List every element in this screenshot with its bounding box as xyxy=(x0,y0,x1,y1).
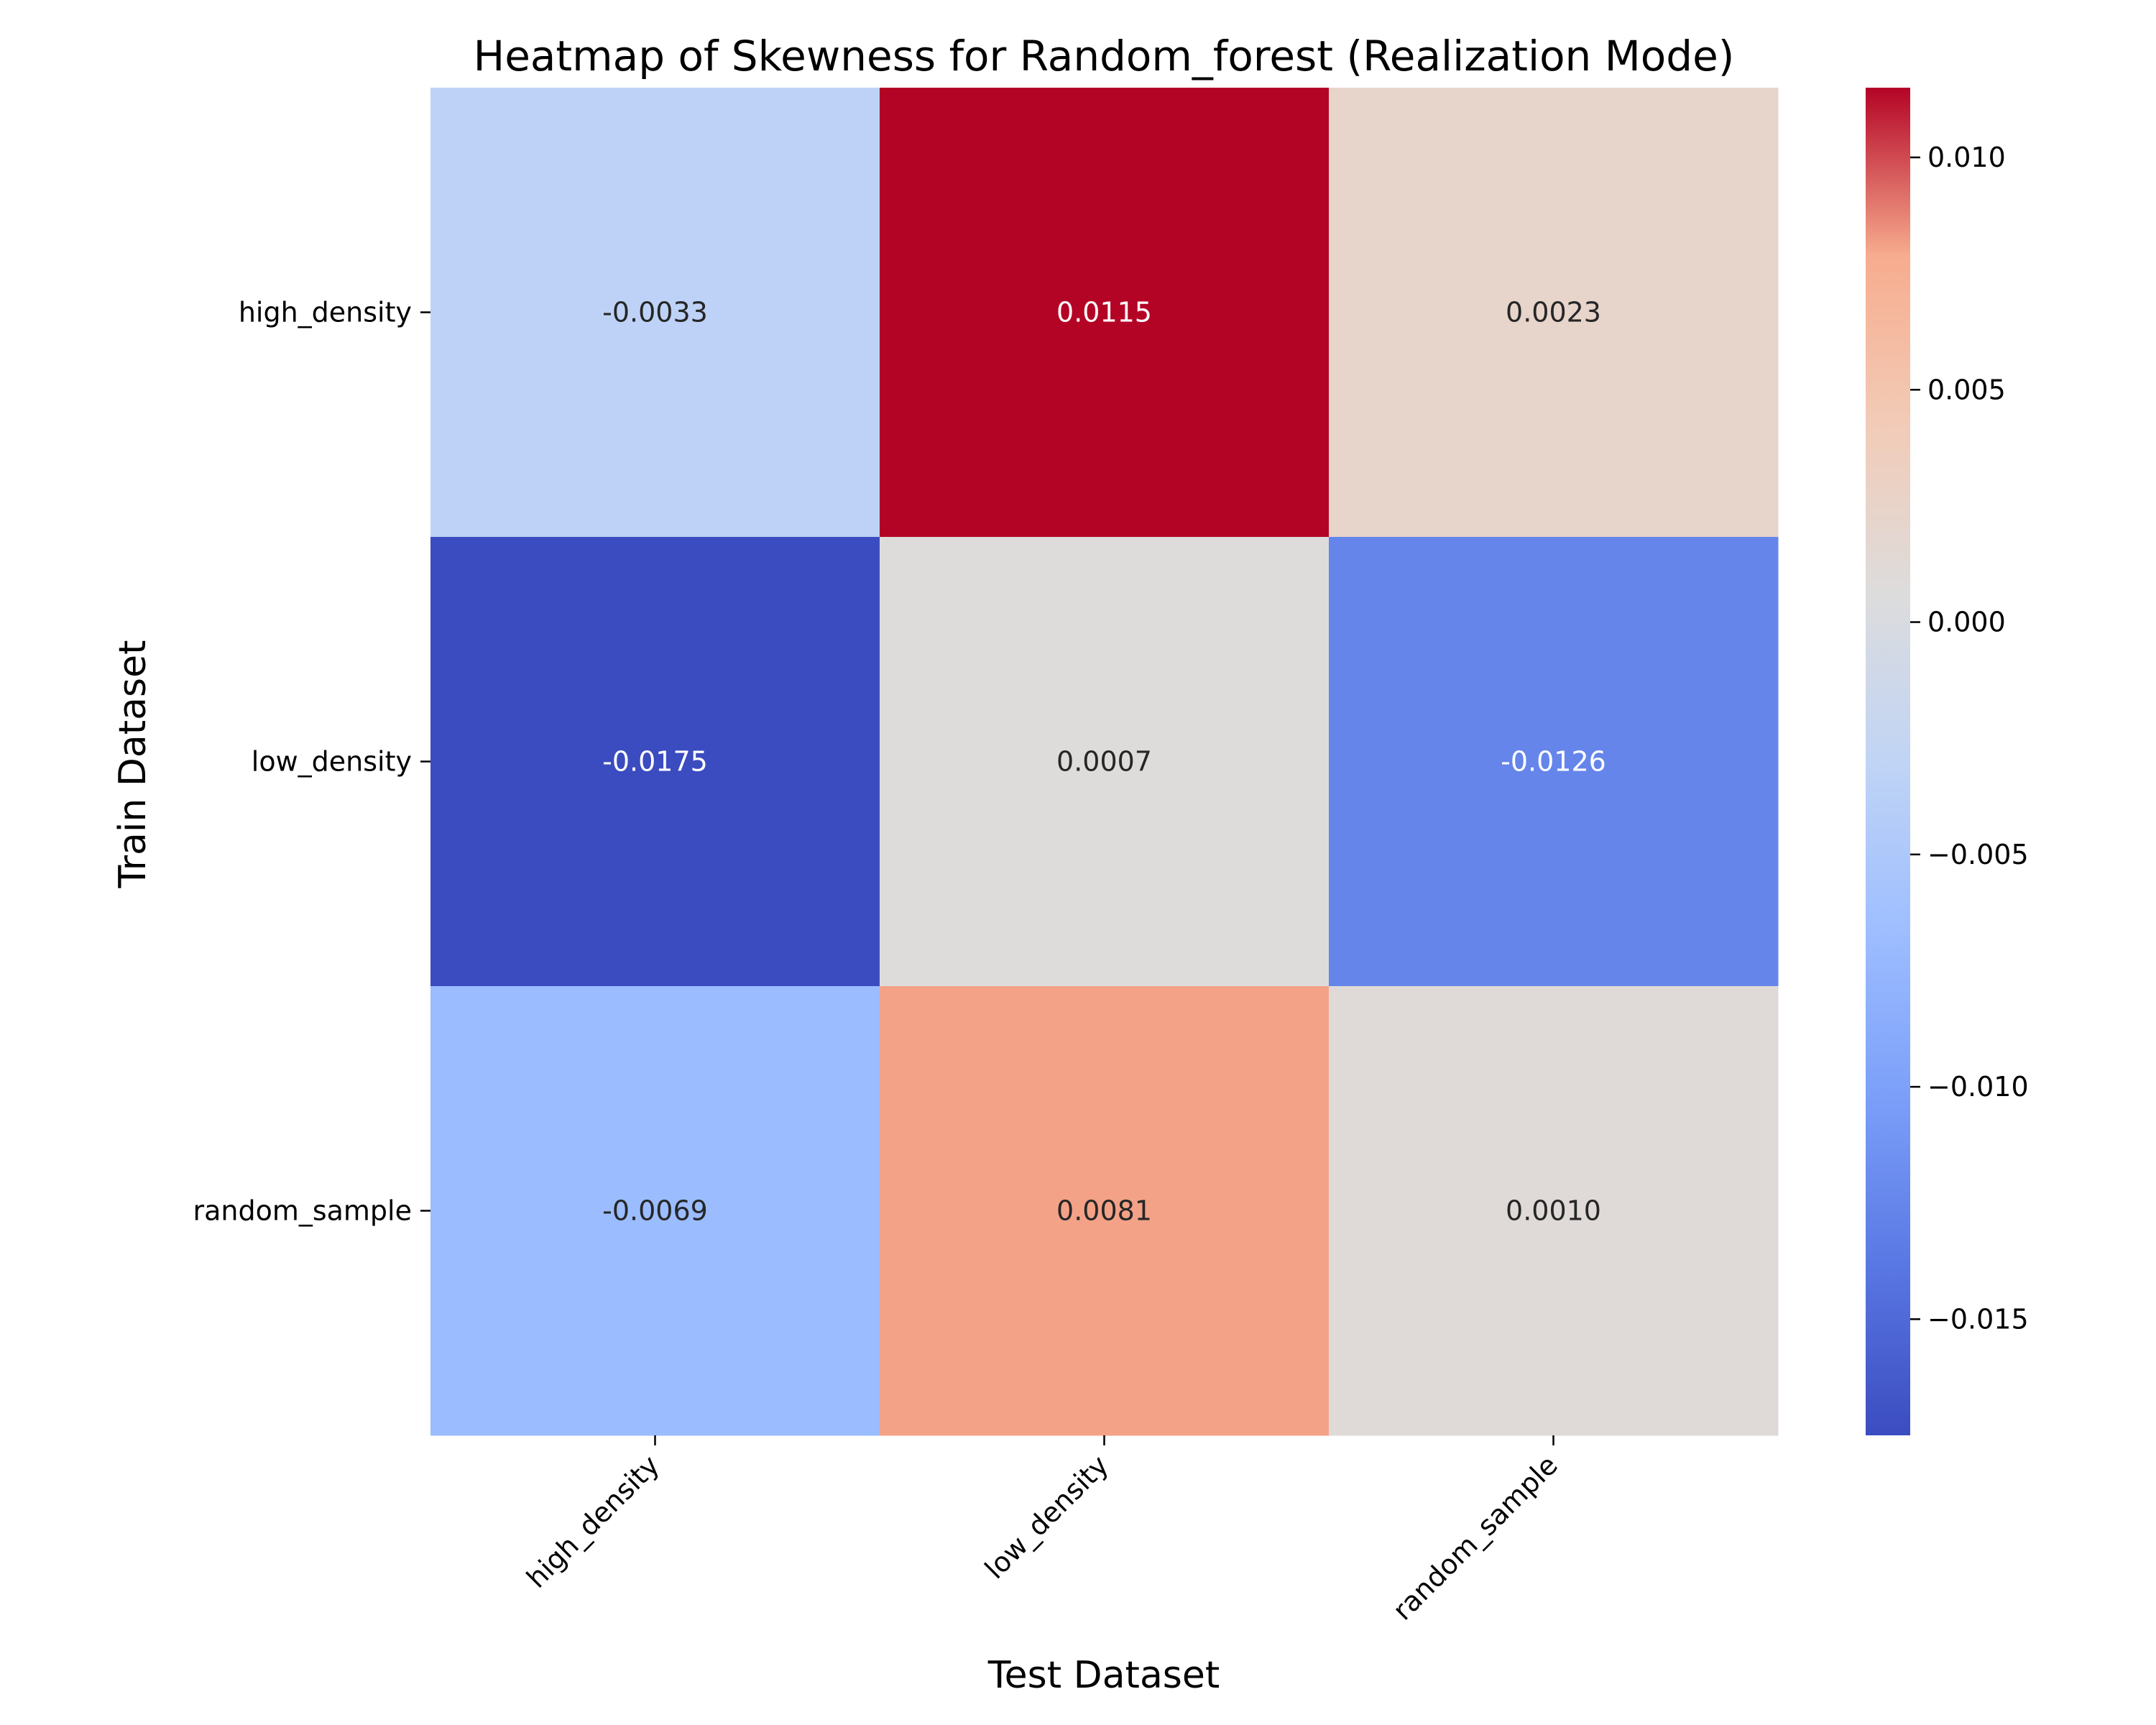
cell-value-label: 0.0010 xyxy=(1506,1195,1601,1227)
x-axis-label: Test Dataset xyxy=(987,1654,1220,1697)
cell-value-label: 0.0007 xyxy=(1056,746,1152,778)
heatmap-cell-labels: -0.0033 0.0115 0.0023 -0.0175 0.0007 -0.0126 -… xyxy=(602,297,1606,1227)
cell-value-label: -0.0126 xyxy=(1501,746,1606,778)
x-tick-label: random_sample xyxy=(1386,1449,1563,1626)
heatmap-cell xyxy=(880,88,1330,538)
heatmap-cell xyxy=(1329,88,1779,538)
cell-value-label: -0.0033 xyxy=(602,297,708,328)
heatmap-cell xyxy=(430,986,880,1436)
cell-value-label: -0.0069 xyxy=(602,1195,708,1227)
cell-value-label: 0.0081 xyxy=(1056,1195,1152,1227)
cell-value-label: -0.0175 xyxy=(602,746,708,778)
heatmap-cell xyxy=(880,986,1330,1436)
colorbar-tick-label: −0.015 xyxy=(1927,1303,2029,1335)
cell-value-label: 0.0023 xyxy=(1506,297,1601,328)
x-tick-label: low_density xyxy=(979,1449,1115,1585)
heatmap-cell xyxy=(430,537,880,987)
colorbar-tick-label: −0.010 xyxy=(1927,1071,2029,1103)
y-tick-label: high_density xyxy=(239,297,412,328)
heatmap-cell xyxy=(880,537,1330,987)
colorbar-tick-label: 0.010 xyxy=(1927,142,2006,173)
x-axis-ticks: high_density low_density random_sample xyxy=(520,1435,1564,1627)
colorbar-ticks: 0.010 0.005 0.000 −0.005 −0.010 −0.015 xyxy=(1910,142,2029,1335)
y-axis-ticks: high_density low_density random_sample xyxy=(193,297,430,1227)
colorbar xyxy=(1866,88,1910,1435)
heatmap-cells xyxy=(430,88,1779,1436)
colorbar-tick-label: −0.005 xyxy=(1927,839,2029,870)
colorbar-tick-label: 0.000 xyxy=(1927,607,2006,638)
chart-title: Heatmap of Skewness for Random_forest (R… xyxy=(474,32,1735,80)
x-tick-label: high_density xyxy=(520,1449,665,1594)
heatmap-cell xyxy=(430,88,880,538)
y-tick-label: random_sample xyxy=(193,1195,412,1227)
heatmap-cell xyxy=(1329,537,1779,987)
cell-value-label: 0.0115 xyxy=(1056,297,1152,328)
heatmap-cell xyxy=(1329,986,1779,1436)
y-axis-label: Train Dataset xyxy=(111,640,155,889)
colorbar-tick-label: 0.005 xyxy=(1927,374,2006,405)
y-tick-label: low_density xyxy=(252,746,412,778)
